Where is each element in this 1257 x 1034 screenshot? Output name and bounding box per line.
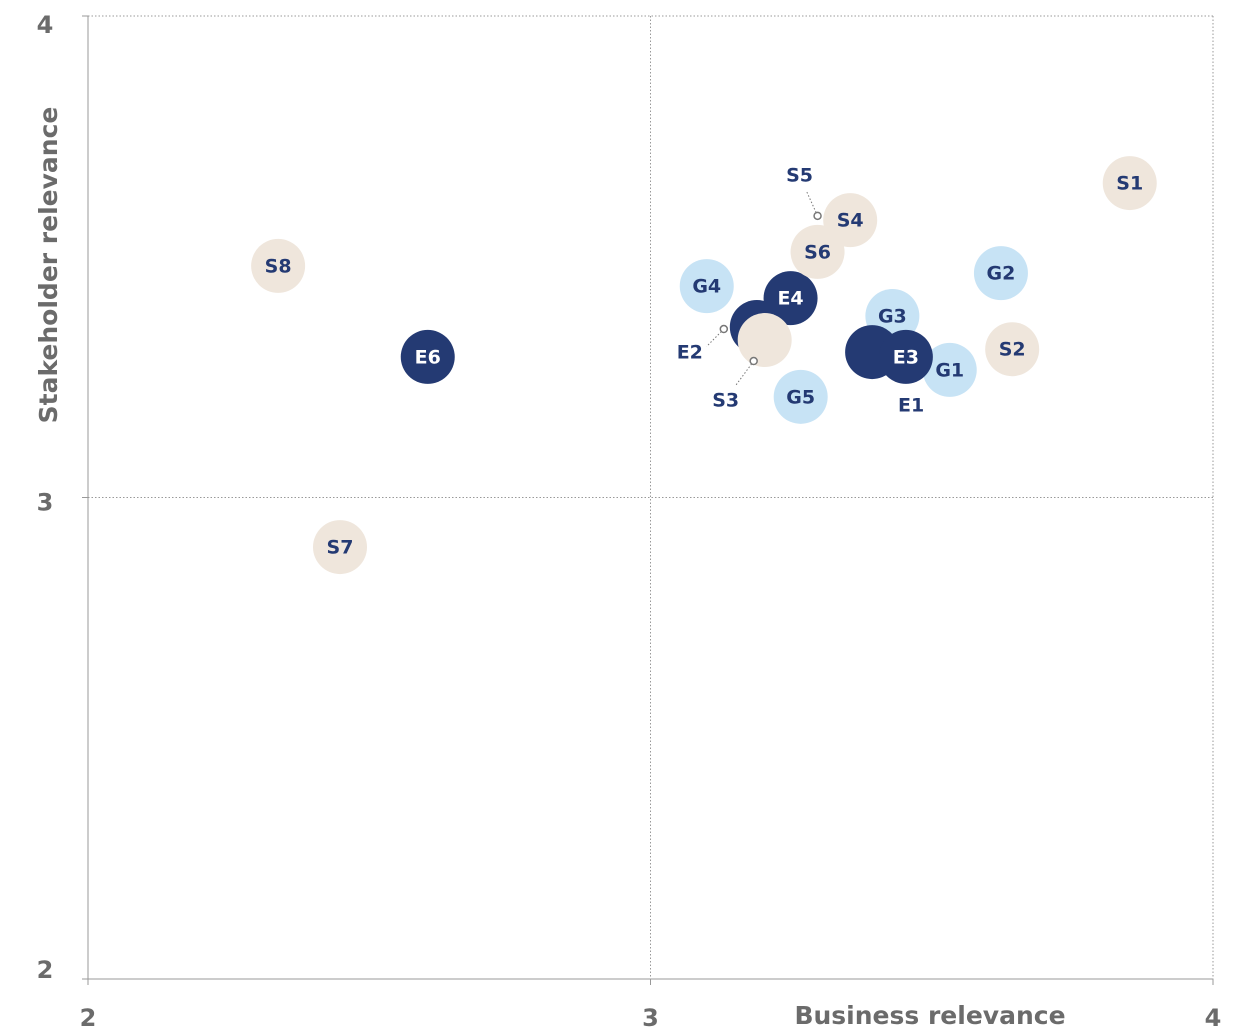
bubble [985, 322, 1040, 377]
point-label: E3 [893, 346, 919, 368]
bubble [400, 329, 455, 384]
x-tick-label: 4 [1205, 1004, 1222, 1032]
point-label: G1 [935, 359, 964, 381]
leader-line [735, 360, 755, 387]
point-label: S1 [1116, 173, 1143, 195]
bubble [737, 313, 792, 368]
point-label: G4 [692, 276, 721, 298]
x-axis-title: Business relevance [794, 1001, 1065, 1030]
leader-dot [749, 356, 758, 366]
bubble [790, 224, 845, 279]
leader-dot [719, 324, 729, 334]
bubble [922, 342, 977, 397]
point-label: S6 [804, 241, 831, 263]
y-axis-title: Stakeholder relevance [34, 107, 63, 424]
point-label: S4 [837, 210, 864, 232]
point-label: S2 [999, 339, 1026, 361]
point [813, 211, 822, 221]
point-label: E4 [777, 288, 803, 310]
bubble [679, 259, 734, 314]
bubble [763, 271, 818, 326]
y-tick-label: 4 [37, 11, 54, 39]
y-tick-label: 2 [37, 956, 54, 984]
bubble [251, 238, 306, 293]
point-label: G3 [878, 305, 907, 327]
x-tick-label: 3 [642, 1004, 659, 1032]
point-label: E1 [898, 395, 924, 417]
bubble [1102, 156, 1157, 211]
point-label: E2 [677, 342, 703, 364]
x-tick-label: 2 [80, 1004, 97, 1032]
y-tick-label: 3 [37, 489, 54, 517]
bubble [973, 246, 1028, 301]
point-label: E6 [415, 346, 441, 368]
bubble [878, 329, 933, 384]
point-label: S3 [712, 390, 739, 412]
bubble [773, 369, 828, 424]
point-label: S8 [265, 255, 292, 277]
point-label: S5 [786, 164, 813, 186]
bubble [313, 520, 367, 575]
point-label: S7 [327, 537, 354, 559]
point-label: G5 [786, 386, 815, 408]
point-label: G2 [987, 263, 1016, 285]
leader-line [806, 191, 819, 217]
